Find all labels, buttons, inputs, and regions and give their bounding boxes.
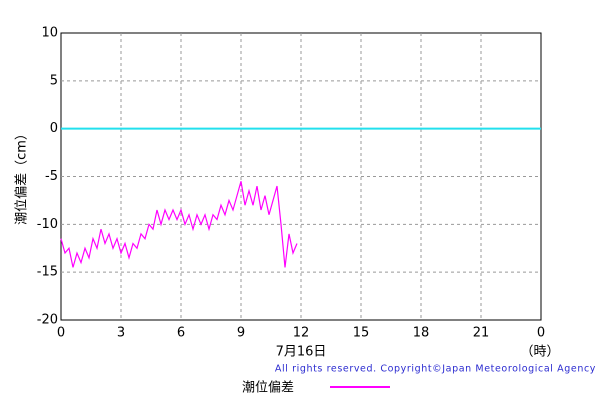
x-unit: （時） [520, 345, 559, 360]
legend-label: 潮位偏差 [242, 381, 294, 396]
x-tick-label: 0 [537, 326, 545, 341]
x-tick-label: 6 [177, 326, 185, 341]
y-tick-label: 5 [50, 73, 58, 88]
y-tick-label: 10 [41, 26, 58, 41]
y-tick-label: -10 [37, 217, 58, 232]
y-tick-label: -5 [45, 169, 58, 184]
data-line [60, 181, 298, 268]
date-label: 7月16日 [276, 345, 327, 360]
y-tick-label: -20 [37, 313, 58, 328]
y-tick-label: -15 [37, 265, 58, 280]
x-tick-label: 12 [293, 326, 310, 341]
copyright: All rights reserved. Copyright©Japan Met… [275, 364, 596, 375]
x-tick-label: 21 [473, 326, 490, 341]
y-tick-label: 0 [50, 121, 58, 136]
x-tick-label: 15 [353, 326, 370, 341]
x-tick-label: 9 [237, 326, 245, 341]
y-axis-label: 潮位偏差（cm） [15, 127, 30, 225]
x-tick-label: 0 [57, 326, 65, 341]
x-tick-label: 3 [117, 326, 125, 341]
x-tick-label: 18 [413, 326, 430, 341]
